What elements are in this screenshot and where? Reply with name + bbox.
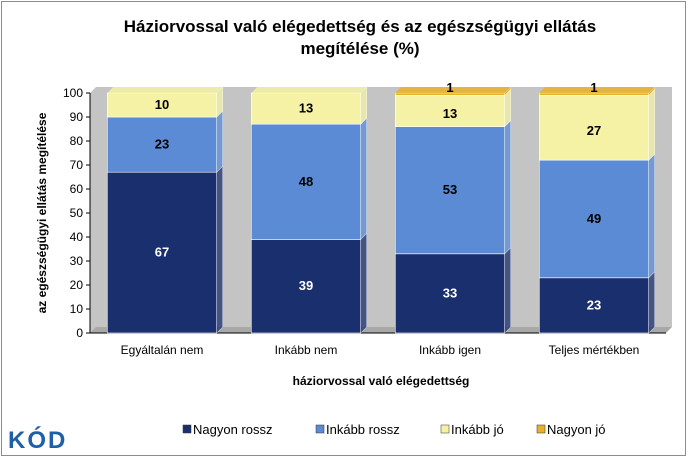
data-label: 1 [446, 80, 453, 95]
legend-swatch [182, 424, 192, 434]
bar-segment [538, 95, 650, 161]
bar-segment-side [648, 271, 655, 334]
data-label: 39 [299, 278, 313, 293]
data-label: 13 [443, 106, 457, 121]
plot-floor [90, 327, 672, 333]
y-tick-label: 20 [70, 278, 84, 292]
x-tick-label: Egyáltalán nem [121, 343, 204, 357]
legend-label: Inkább jó [451, 422, 504, 437]
x-tick-label: Inkább igen [419, 343, 481, 357]
legend-swatch [440, 424, 450, 434]
bar-segment [394, 126, 506, 255]
legend-label: Nagyon rossz [193, 422, 272, 437]
bar-top-face [251, 87, 367, 93]
bar-segment-side [648, 88, 655, 161]
x-tick-label: Inkább nem [275, 343, 338, 357]
bar-segment [250, 92, 362, 125]
kod-logo-text: KÓD [8, 426, 67, 452]
data-label: 27 [587, 123, 601, 138]
y-tick-label: 80 [70, 134, 84, 148]
y-tick-label: 30 [70, 254, 84, 268]
bar-segment [106, 116, 218, 173]
kod-logo: KÓD [8, 426, 67, 452]
y-tick-label: 0 [76, 326, 83, 340]
y-tick-label: 40 [70, 230, 84, 244]
bar-segment [538, 277, 650, 334]
bar-segment-side [648, 153, 655, 279]
bar-segment [538, 159, 650, 279]
legend-label: Nagyon jó [547, 422, 606, 437]
bar-segment-side [504, 88, 511, 128]
x-axis-title: háziorvossal való elégedettség [293, 374, 470, 388]
y-tick-label: 90 [70, 110, 84, 124]
data-label: 23 [155, 137, 169, 152]
y-tick-label: 60 [70, 182, 84, 196]
bar-top-face [107, 87, 223, 93]
data-label: 13 [299, 101, 313, 116]
bar-segment [250, 239, 362, 334]
data-label: 49 [587, 211, 601, 226]
bar-segment [106, 92, 218, 118]
y-tick-label: 50 [70, 206, 84, 220]
bar-top-face [395, 87, 511, 93]
bar-segment-side [216, 110, 223, 173]
chart-title-line1: Háziorvossal való elégedettség és az egé… [123, 17, 597, 36]
legend-label: Inkább rossz [326, 422, 400, 437]
data-label: 23 [587, 297, 601, 312]
legend-swatch [315, 424, 325, 434]
data-label: 10 [155, 97, 169, 112]
bar-segment-side [504, 247, 511, 334]
data-label: 48 [299, 174, 313, 189]
y-tick-label: 70 [70, 158, 84, 172]
bar-segment-side [216, 165, 223, 334]
y-axis-title: az egészségügyi ellátás megítélése [35, 112, 49, 313]
bar-segment-side [360, 117, 367, 240]
chart-title-line2: megítélése (%) [300, 39, 420, 58]
bar-segment [394, 253, 506, 334]
bar-segment-side [360, 86, 367, 125]
data-label: 67 [155, 245, 169, 260]
legend-swatch [536, 424, 546, 434]
data-label: 33 [443, 285, 457, 300]
y-tick-label: 10 [70, 302, 84, 316]
x-tick-label: Teljes mértékben [549, 343, 640, 357]
y-tick-label: 100 [63, 86, 83, 100]
bar-segment-side [360, 232, 367, 334]
data-label: 1 [590, 80, 597, 95]
bar-top-face [539, 87, 655, 93]
chart-title: Háziorvossal való elégedettség és az egé… [80, 16, 640, 60]
data-label: 53 [443, 182, 457, 197]
bar-segment-side [504, 120, 511, 255]
